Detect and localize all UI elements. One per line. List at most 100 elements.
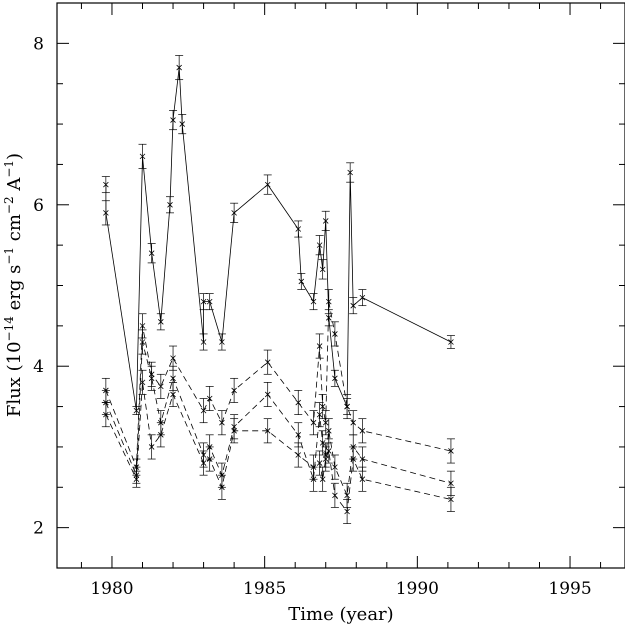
data-point <box>446 438 455 464</box>
x-marker <box>148 444 155 450</box>
x-axis-title: Time (year) <box>288 604 393 625</box>
x-marker <box>170 375 176 382</box>
x-marker <box>326 428 332 434</box>
x-marker <box>200 298 207 305</box>
data-point <box>446 335 455 349</box>
x-marker <box>264 391 271 398</box>
series-line <box>105 301 451 468</box>
x-marker <box>231 210 237 216</box>
data-point <box>138 369 147 395</box>
data-point <box>330 321 339 347</box>
x-marker <box>326 298 332 305</box>
x-marker <box>347 169 353 176</box>
series-2 <box>101 289 455 476</box>
data-point <box>315 235 324 256</box>
x-marker <box>332 331 338 337</box>
data-point <box>230 202 239 223</box>
series-3 <box>101 329 455 508</box>
x-marker <box>295 399 302 406</box>
data-point <box>297 273 306 290</box>
x-marker <box>359 428 366 434</box>
x-marker <box>148 375 155 382</box>
data-point <box>199 293 208 311</box>
x-marker <box>316 343 323 349</box>
data-point <box>230 418 239 444</box>
data-point <box>101 176 110 194</box>
x-marker <box>206 456 213 462</box>
data-point <box>147 434 156 460</box>
x-marker <box>448 339 454 345</box>
x-marker <box>359 476 366 482</box>
y-tick-labels: 2 4 6 8 <box>33 34 44 538</box>
data-point <box>309 454 318 480</box>
data-point <box>330 454 339 480</box>
x-marker <box>310 419 317 426</box>
data-point <box>315 450 324 476</box>
data-point <box>101 402 110 428</box>
x-marker <box>344 508 350 515</box>
data-point <box>205 293 214 311</box>
data-point <box>358 289 367 307</box>
x-marker <box>322 456 329 462</box>
series-1 <box>101 55 455 415</box>
data-point <box>147 365 156 391</box>
x-marker <box>448 496 454 503</box>
x-marker <box>139 323 146 329</box>
data-point <box>330 482 339 508</box>
y-tick-label: 2 <box>33 519 44 539</box>
x-marker <box>200 460 207 466</box>
data-point <box>318 259 327 280</box>
x-marker <box>326 448 332 454</box>
data-point <box>446 486 455 512</box>
data-point <box>315 402 324 428</box>
x-marker <box>231 387 237 394</box>
data-point <box>343 394 352 420</box>
x-marker <box>295 452 302 458</box>
data-point <box>358 466 367 492</box>
x-marker <box>219 339 225 345</box>
x-marker <box>319 476 326 482</box>
x-marker <box>319 403 326 410</box>
data-point <box>349 446 358 472</box>
x-marker <box>295 432 302 438</box>
x-tick-labels: 1980 1985 1990 1995 <box>90 579 591 599</box>
x-marker <box>139 153 146 160</box>
x-marker <box>206 395 213 402</box>
data-point <box>217 474 226 500</box>
x-marker <box>219 419 225 426</box>
series-line <box>105 341 452 497</box>
x-marker <box>319 266 326 273</box>
data-point <box>346 162 355 183</box>
x-marker <box>350 302 356 309</box>
x-marker <box>264 359 271 365</box>
x-tick-label: 1980 <box>90 579 133 599</box>
data-point <box>175 55 184 81</box>
series-layer <box>101 55 455 524</box>
x-marker <box>170 355 176 361</box>
x-marker <box>200 339 207 345</box>
x-marker <box>158 383 164 390</box>
data-point <box>230 377 239 403</box>
data-point <box>178 114 187 135</box>
x-tick-label: 1995 <box>548 579 591 599</box>
data-point <box>169 382 178 407</box>
data-point <box>199 333 208 351</box>
x-marker <box>103 411 109 418</box>
data-point <box>263 382 272 407</box>
series-4 <box>101 369 455 524</box>
x-marker <box>264 428 271 434</box>
x-marker <box>448 480 454 487</box>
x-marker <box>322 218 329 224</box>
x-marker <box>158 432 164 438</box>
data-point <box>349 297 358 315</box>
data-point <box>156 313 165 331</box>
data-point <box>138 329 147 355</box>
x-marker <box>103 210 109 216</box>
x-marker <box>350 456 356 462</box>
x-marker <box>179 121 185 127</box>
data-point <box>324 438 333 464</box>
x-marker <box>103 181 109 188</box>
x-marker <box>264 181 271 188</box>
x-marker <box>139 339 146 345</box>
x-marker <box>231 428 237 434</box>
